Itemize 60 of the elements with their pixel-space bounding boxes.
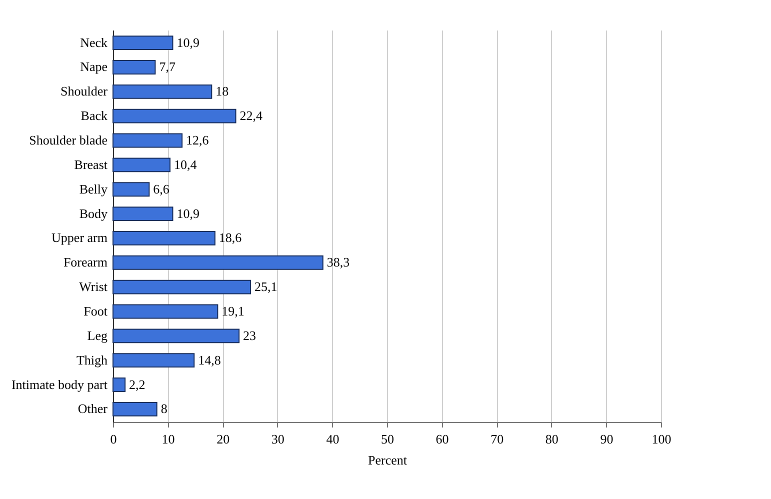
- bar: [112, 353, 195, 368]
- y-tick-label: Back: [80, 108, 108, 124]
- y-tick-label: Leg: [87, 328, 108, 343]
- data-label: 10,4: [174, 156, 198, 172]
- data-label: 12,6: [186, 132, 210, 148]
- bar: [112, 304, 218, 319]
- x-tick-label: 50: [381, 432, 394, 446]
- y-tick-label: Nape: [80, 59, 108, 74]
- data-label: 10,9: [176, 34, 200, 50]
- data-label: 19,1: [222, 303, 244, 318]
- x-tick-label: 40: [326, 432, 340, 446]
- x-tick-label: 90: [600, 432, 614, 446]
- bar: [112, 158, 170, 172]
- y-tick-label: Shoulder blade: [29, 132, 108, 148]
- y-tick-label: Foot: [84, 303, 108, 318]
- y-tick-label: Belly: [79, 181, 108, 196]
- bar: [112, 108, 236, 124]
- bar: [112, 182, 150, 197]
- data-label: 14,8: [198, 352, 221, 368]
- y-tick-label: Upper arm: [52, 230, 108, 246]
- x-tick-label: 80: [545, 432, 558, 446]
- bar: [112, 84, 212, 99]
- x-tick-label: 60: [436, 432, 449, 446]
- bar: [112, 378, 126, 392]
- bar: [112, 36, 174, 50]
- data-label: 2,2: [129, 376, 146, 392]
- y-tick-label: Wrist: [79, 279, 108, 294]
- y-tick-label: Other: [78, 401, 108, 416]
- data-label: 25,1: [254, 279, 278, 294]
- bar: [112, 133, 183, 148]
- y-tick-label: Shoulder: [60, 84, 108, 99]
- bar: [112, 230, 216, 246]
- y-tick-label: Neck: [80, 34, 108, 50]
- bar: [112, 206, 174, 222]
- data-label: 6,6: [153, 181, 170, 196]
- bar: [112, 60, 156, 74]
- x-tick-label: 20: [216, 432, 230, 446]
- x-tick-label: 10: [162, 432, 175, 446]
- data-label: 22,4: [240, 108, 263, 124]
- x-tick-label: 70: [490, 432, 504, 446]
- x-axis-title: Percent: [368, 452, 408, 468]
- data-label: 18: [216, 84, 229, 99]
- y-tick-label: Intimate body part: [11, 376, 108, 392]
- bar: [112, 255, 324, 270]
- bar: [112, 280, 252, 294]
- y-tick-label: Breast: [74, 156, 108, 172]
- data-label: 8: [160, 401, 168, 416]
- x-tick-label: 30: [271, 432, 284, 446]
- data-label: 10,9: [176, 206, 200, 221]
- y-tick-label: Forearm: [63, 254, 108, 270]
- y-tick-label: Body: [79, 206, 108, 221]
- x-tick-label: 100: [652, 432, 672, 446]
- data-label: 18,6: [218, 230, 242, 246]
- y-tick-label: Thigh: [76, 352, 108, 368]
- bar: [112, 328, 240, 344]
- x-tick-label: 0: [110, 432, 117, 446]
- data-label: 7,7: [159, 59, 176, 74]
- bar: [112, 402, 158, 416]
- data-label: 23: [243, 328, 256, 343]
- data-label: 38,3: [326, 254, 350, 270]
